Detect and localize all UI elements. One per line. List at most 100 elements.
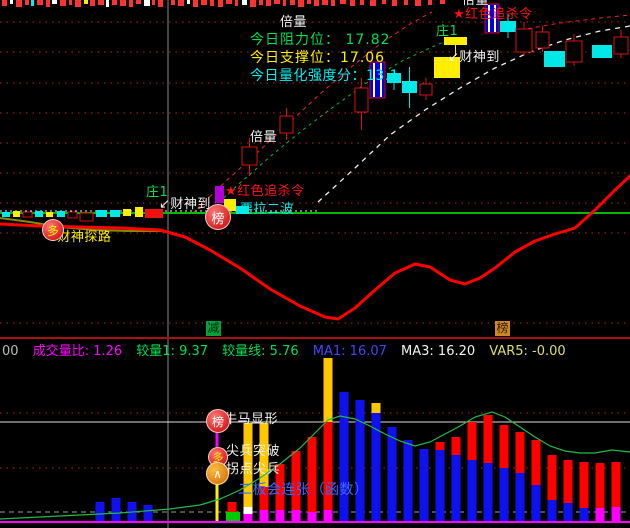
volume-bar xyxy=(563,460,573,503)
top-strip-tick xyxy=(350,0,355,6)
candle-yellow xyxy=(135,207,143,217)
volume-bar xyxy=(579,508,589,523)
top-strip-tick xyxy=(307,0,311,4)
var5-value: VAR5: -0.00 xyxy=(489,344,566,359)
top-strip-tick xyxy=(90,0,95,6)
top-strip-tick xyxy=(98,0,104,5)
top-strip-tick xyxy=(158,0,163,7)
candle-cyan xyxy=(236,206,249,214)
red-ma-curve xyxy=(0,174,630,321)
volume-bar xyxy=(435,442,445,450)
candle-hollow-red xyxy=(419,83,433,96)
candle-hollow-red xyxy=(79,212,94,222)
top-strip-tick xyxy=(201,0,207,5)
top-strip-tick xyxy=(266,0,271,6)
double-volume-label-upper: 倍量 xyxy=(280,15,308,30)
candle-cyan xyxy=(544,51,565,67)
candle-yellow xyxy=(434,57,460,78)
top-strip-tick xyxy=(440,0,445,4)
candle-yellow xyxy=(13,211,20,217)
volume-bar xyxy=(515,473,525,523)
volume-bar xyxy=(243,514,253,523)
candle-cyan xyxy=(110,210,120,217)
top-strip-tick xyxy=(2,0,7,6)
volume-bar xyxy=(531,440,541,485)
top-strip-tick xyxy=(370,0,376,6)
top-strip-tick xyxy=(298,0,304,7)
fortune-god-label-mid: ↙财神到 xyxy=(159,197,211,212)
candle-cyan xyxy=(387,73,401,83)
long-badge-main: 多 xyxy=(42,219,64,241)
top-strip-tick xyxy=(37,0,43,5)
volume-bar xyxy=(243,423,253,507)
volume-bar xyxy=(143,505,153,523)
volume-bar xyxy=(323,422,333,510)
top-strip-tick xyxy=(404,0,408,5)
compare-volume1-value: 较量1: 9.37 xyxy=(136,344,209,359)
top-strip-tick xyxy=(314,0,319,6)
volume-bar xyxy=(611,462,621,507)
top-strip-tick xyxy=(152,0,155,5)
fortune-scout-text: 财神探路 xyxy=(57,230,112,245)
candle-hollow-red xyxy=(241,146,258,166)
volume-bar xyxy=(467,422,477,460)
candle-yellow xyxy=(46,212,53,217)
volume-bar xyxy=(579,462,589,508)
top-strip-tick xyxy=(144,0,150,6)
candle-yellow xyxy=(123,209,131,216)
top-strip-tick xyxy=(69,0,72,5)
candle-hollow-red xyxy=(535,31,550,49)
candle-stripe xyxy=(373,63,375,97)
candle-hollow-red xyxy=(613,36,629,55)
chevron-up-badge: ∧ xyxy=(206,462,229,485)
top-strip-tick xyxy=(10,0,13,4)
candle-reds xyxy=(145,209,163,218)
top-strip-tick xyxy=(84,0,88,4)
candle-hollow-red xyxy=(22,211,33,218)
volume-bar xyxy=(243,507,253,514)
candle-stripe xyxy=(488,5,490,32)
volume-bar xyxy=(387,427,397,523)
volume-bar xyxy=(499,425,509,468)
indicator-values-row: 00 成交量比: 1.26 较量1: 9.37 较量线: 5.76 MA1: 1… xyxy=(2,340,576,359)
rank-badge-volume: 榜 xyxy=(206,409,230,433)
volume-green-curve xyxy=(0,411,630,520)
top-strip-tick xyxy=(46,0,50,7)
volume-bar xyxy=(371,413,381,523)
top-strip-tick xyxy=(360,0,364,5)
candle-purple xyxy=(215,186,224,203)
candle-hollow-red xyxy=(565,40,583,63)
volume-bar xyxy=(515,432,525,473)
top-strip-tick xyxy=(25,0,29,5)
candle-cyan xyxy=(96,210,107,217)
banker-label-left: 庄1 xyxy=(146,185,169,200)
red-dashed-trendline-2 xyxy=(519,14,630,31)
top-strip-tick xyxy=(226,0,232,4)
candle-yellow xyxy=(444,37,467,45)
volume-bar xyxy=(275,510,285,523)
resistance-level-label: 今日阻力位： 17.82 xyxy=(250,32,391,48)
candle-cyan xyxy=(57,211,65,217)
volume-bar xyxy=(483,415,493,463)
volume-bar xyxy=(563,503,573,523)
volume-bar xyxy=(339,392,349,523)
candle-cyan xyxy=(402,81,417,93)
top-strip-tick xyxy=(112,0,117,5)
volume-bar xyxy=(323,358,333,422)
candle-cyan xyxy=(35,211,43,217)
volume-bar xyxy=(595,463,605,508)
volume-bar xyxy=(435,450,445,523)
volume-bar xyxy=(259,423,269,487)
volume-bar xyxy=(111,498,121,523)
volume-bar xyxy=(259,487,269,510)
rank-badge-main: 榜 xyxy=(205,204,231,230)
volume-bar xyxy=(355,400,365,523)
volume-bar xyxy=(531,485,541,523)
top-strip-tick xyxy=(382,0,386,4)
volume-bar xyxy=(499,468,509,523)
top-strip-tick xyxy=(283,0,286,6)
volume-bar xyxy=(419,449,429,523)
top-strip-tick xyxy=(331,0,335,6)
